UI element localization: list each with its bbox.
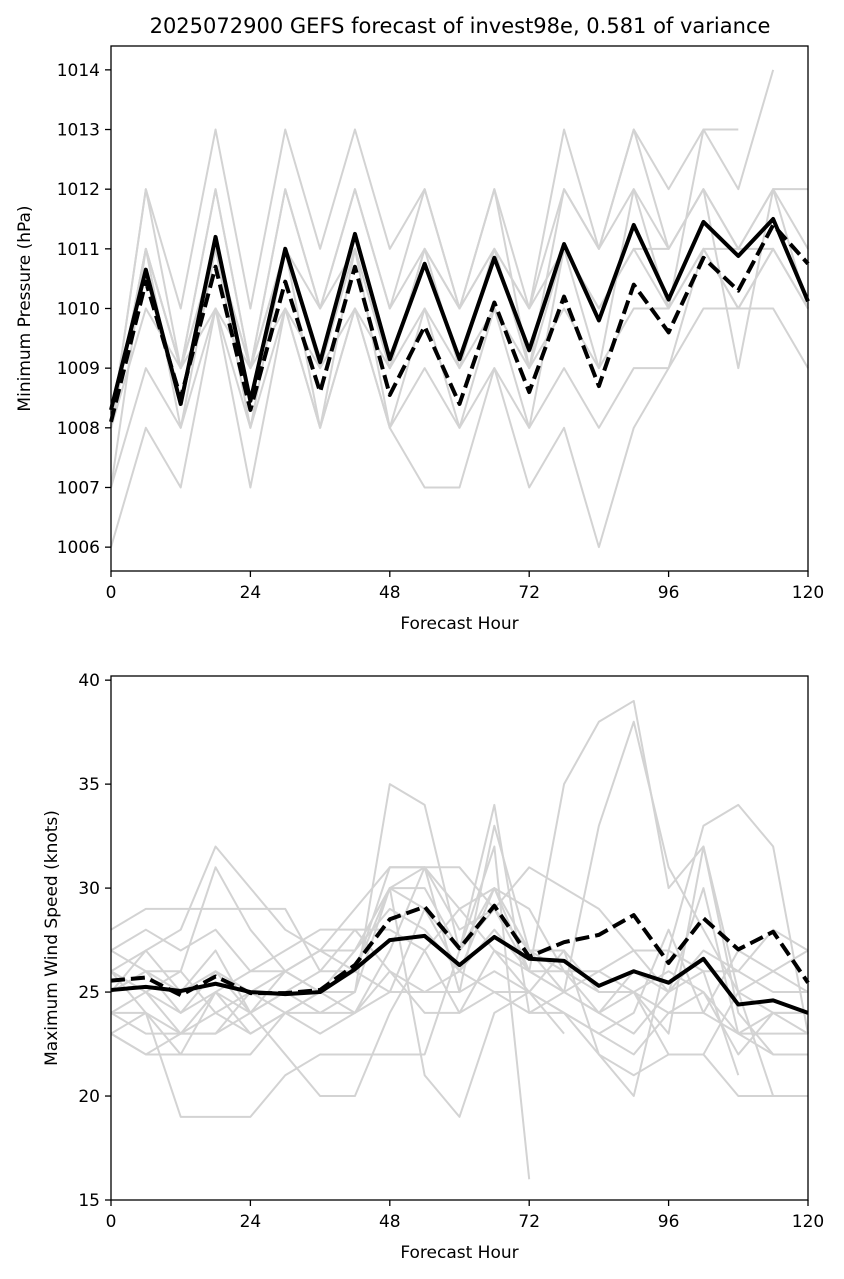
pressure-member-line-9 <box>110 128 809 428</box>
pressure-solid-line <box>109 217 810 411</box>
wind-x-tick-label: 120 <box>792 1212 824 1232</box>
pressure-y-tick-label: 1013 <box>57 121 100 141</box>
wind-x-tick-label: 72 <box>518 1212 540 1232</box>
wind-member-line-6 <box>110 824 740 1098</box>
wind-y-tick-label: 20 <box>78 1087 100 1107</box>
pressure-y-tick-label: 1012 <box>57 180 100 200</box>
chart-title: 2025072900 GEFS forecast of invest98e, 0… <box>150 14 771 38</box>
wind-y-tick-label: 40 <box>78 671 100 691</box>
wind-member-line-14 <box>110 949 808 1098</box>
pressure-y-tick-label: 1008 <box>57 419 100 439</box>
pressure-panel: 0 24 48 72 96 120 1006 1007 1008 1009 1010 1011 101… <box>15 45 824 634</box>
wind-x-tick-label: 96 <box>658 1212 680 1232</box>
pressure-member-lines <box>110 69 809 549</box>
pressure-y-ticks: 1006 1007 1008 1009 1010 1011 1012 1013 1014 <box>57 61 111 558</box>
wind-x-tick-label: 0 <box>106 1212 117 1232</box>
pressure-member-line-5 <box>110 247 809 429</box>
wind-member-line-2 <box>110 699 808 1098</box>
pressure-member-line-2 <box>110 188 809 488</box>
wind-y-axis-label: Maximum Wind Speed (knots) <box>42 810 62 1066</box>
pressure-y-tick-label: 1007 <box>57 478 100 498</box>
wind-member-line-11 <box>110 866 809 1014</box>
pressure-y-tick-label: 1009 <box>57 359 100 379</box>
wind-x-tick-label: 48 <box>379 1212 401 1232</box>
pressure-x-tick-label: 24 <box>240 583 262 603</box>
wind-member-line-15 <box>110 887 808 1035</box>
wind-y-tick-label: 35 <box>78 775 100 795</box>
wind-y-tick-label: 30 <box>78 879 100 899</box>
pressure-dashed-line <box>109 222 810 423</box>
wind-y-tick-label: 15 <box>78 1191 100 1211</box>
pressure-mean-lines <box>109 217 810 423</box>
pressure-x-tick-label: 72 <box>518 583 540 603</box>
wind-axes-frame <box>110 675 809 1201</box>
pressure-x-ticks: 0 24 48 72 96 120 <box>106 571 824 603</box>
wind-x-tick-label: 24 <box>240 1212 262 1232</box>
pressure-x-tick-label: 120 <box>792 583 824 603</box>
pressure-x-tick-label: 0 <box>106 583 117 603</box>
wind-member-line-8 <box>110 970 565 1035</box>
pressure-x-axis-label: Forecast Hour <box>400 614 518 634</box>
pressure-y-axis-label: Minimum Pressure (hPa) <box>15 205 35 411</box>
wind-dashed-line <box>110 903 810 998</box>
pressure-x-tick-label: 96 <box>658 583 680 603</box>
wind-member-line-13 <box>110 887 774 1118</box>
wind-member-line-4 <box>110 803 809 1034</box>
wind-member-lines <box>110 699 809 1180</box>
wind-x-axis-label: Forecast Hour <box>400 1243 518 1263</box>
wind-y-ticks: 15 20 25 30 35 40 <box>78 671 111 1211</box>
pressure-y-tick-label: 1006 <box>57 538 100 558</box>
wind-y-tick-label: 25 <box>78 983 100 1003</box>
wind-x-ticks: 0 24 48 72 96 120 <box>106 1200 824 1232</box>
pressure-y-tick-label: 1011 <box>57 240 100 260</box>
pressure-y-tick-label: 1014 <box>57 61 100 81</box>
wind-mean-lines <box>110 903 810 1015</box>
pressure-x-tick-label: 48 <box>379 583 401 603</box>
pressure-y-tick-label: 1010 <box>57 300 100 320</box>
pressure-member-line-7 <box>110 247 774 549</box>
pressure-member-line-8 <box>110 128 739 429</box>
wind-solid-line <box>110 933 809 1015</box>
